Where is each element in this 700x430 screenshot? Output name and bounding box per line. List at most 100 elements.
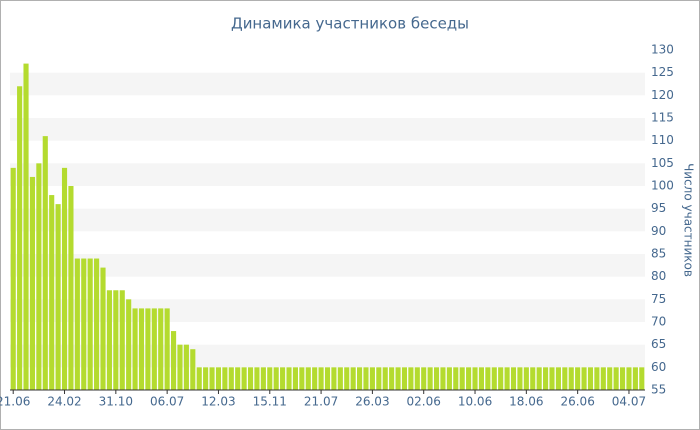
bar (472, 367, 478, 390)
bar (280, 367, 286, 390)
bar (517, 367, 523, 390)
bar (312, 367, 318, 390)
bar (389, 367, 395, 390)
bar (228, 367, 234, 390)
y-tick-label: 70 (651, 315, 666, 329)
bar (260, 367, 266, 390)
bar (453, 367, 459, 390)
y-tick-label: 120 (651, 88, 674, 102)
bar (273, 367, 279, 390)
y-tick-label: 90 (651, 224, 666, 238)
y-tick-label: 130 (651, 43, 674, 57)
grid-band (10, 118, 645, 141)
x-tick-label: 02.06 (407, 395, 441, 409)
bar (440, 367, 446, 390)
bar (510, 367, 517, 390)
bar (61, 167, 68, 390)
bar (94, 258, 100, 390)
bar (562, 367, 568, 390)
bar (543, 367, 549, 390)
bar (145, 308, 151, 390)
bar (337, 367, 343, 390)
bar (581, 367, 587, 390)
bar (126, 299, 132, 390)
bar (382, 367, 388, 390)
y-tick-label: 80 (651, 269, 666, 283)
bar (607, 367, 613, 390)
bar (292, 367, 298, 390)
bar (363, 367, 369, 390)
bar (504, 367, 510, 390)
grid-band (10, 254, 645, 277)
y-tick-label: 95 (651, 201, 666, 215)
bar (555, 367, 561, 390)
x-tick-label: 12.03 (201, 395, 235, 409)
bar (619, 367, 626, 390)
bar (119, 290, 125, 390)
bar (459, 367, 465, 390)
chart-title: Динамика участников беседы (231, 15, 469, 33)
x-tick-label: 31.10 (99, 395, 133, 409)
x-tick-label: 04.07 (612, 395, 646, 409)
bar (170, 331, 177, 390)
x-tick-label: 15.11 (253, 395, 287, 409)
bar (183, 344, 189, 390)
bar (42, 136, 48, 390)
bar (395, 367, 401, 390)
bar (594, 367, 600, 390)
bar (433, 367, 440, 390)
y-tick-label: 100 (651, 179, 674, 193)
bar (568, 367, 574, 390)
y-tick-label: 75 (651, 292, 666, 306)
bar (164, 308, 170, 390)
bar (299, 367, 305, 390)
bar (626, 367, 632, 390)
grid-band (10, 208, 645, 232)
bar (376, 367, 382, 390)
bar (247, 367, 254, 390)
bar (36, 163, 42, 390)
bar (536, 367, 542, 390)
x-tick-label: 26.06 (560, 395, 594, 409)
bar (196, 367, 202, 390)
bar (106, 290, 112, 390)
bar (446, 367, 452, 390)
grid-band (10, 163, 645, 186)
bar (318, 367, 324, 390)
bar (215, 367, 222, 390)
bar (23, 63, 29, 390)
bar (55, 204, 61, 390)
bar (81, 258, 87, 390)
bar (286, 367, 292, 390)
bar (600, 367, 606, 390)
bar (158, 308, 164, 390)
bar (587, 367, 594, 390)
bar (357, 367, 363, 390)
bar (478, 367, 485, 390)
bar (530, 367, 536, 390)
bar (401, 367, 408, 390)
y-tick-label: 105 (651, 156, 674, 170)
y-tick-label: 60 (651, 360, 666, 374)
bar (485, 367, 491, 390)
y-tick-label: 65 (651, 337, 666, 351)
bar (575, 367, 581, 390)
bar (331, 367, 337, 390)
bar (113, 290, 119, 390)
bar (49, 195, 55, 390)
bar (408, 367, 414, 390)
bar (203, 367, 209, 390)
bar (421, 367, 427, 390)
bar (305, 367, 311, 390)
x-tick-label: 18.06 (509, 395, 543, 409)
grid-band (10, 72, 645, 96)
x-tick-label: 26.03 (355, 395, 389, 409)
x-tick-label: 06.07 (150, 395, 184, 409)
bar (427, 367, 433, 390)
bar (100, 267, 106, 390)
bar (222, 367, 228, 390)
bar (17, 86, 23, 391)
bar (491, 367, 497, 390)
x-tick-label: 21.07 (304, 395, 338, 409)
